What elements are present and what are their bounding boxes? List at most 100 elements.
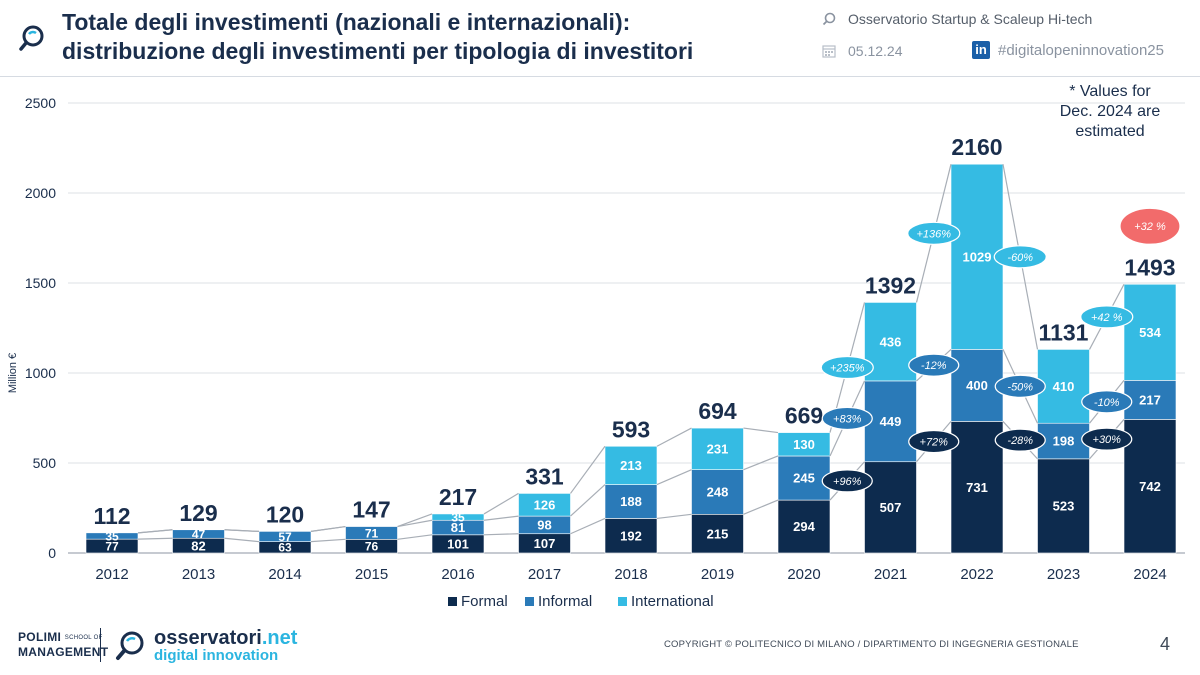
label-informal-2018: 188 bbox=[620, 494, 642, 509]
magnifier-logo-icon bbox=[19, 25, 44, 51]
footer: POLIMI SCHOOL OF MANAGEMENT osservatori.… bbox=[0, 620, 1200, 675]
connector-2014-2 bbox=[310, 525, 346, 532]
total-2018: 593 bbox=[612, 416, 650, 442]
label-international-2019: 231 bbox=[707, 442, 729, 457]
connector-2019-2 bbox=[743, 427, 779, 434]
label-international-2020: 130 bbox=[793, 437, 815, 452]
label-informal-2017: 98 bbox=[537, 518, 551, 533]
total-2021: 1392 bbox=[865, 272, 916, 298]
legend-label-informal: Informal bbox=[538, 593, 592, 610]
osservatori-logo-icon bbox=[116, 631, 144, 660]
y-tick-500: 500 bbox=[33, 455, 57, 471]
bar-informal-2013 bbox=[172, 529, 225, 539]
label-informal-2013: 47 bbox=[192, 527, 206, 541]
growth-label-2024-informal: -10% bbox=[1094, 397, 1120, 409]
total-2023: 1131 bbox=[1039, 319, 1089, 345]
connector-2015-2 bbox=[397, 513, 433, 528]
label-formal-2013: 82 bbox=[191, 538, 205, 553]
label-formal-2012: 77 bbox=[105, 539, 119, 553]
polimi-line-2: MANAGEMENT bbox=[18, 644, 109, 659]
date-value: 05.12.24 bbox=[848, 43, 903, 59]
label-informal-2016: 81 bbox=[451, 520, 465, 535]
connector-2019-1 bbox=[743, 455, 779, 471]
note-line-2: Dec. 2024 are bbox=[1059, 103, 1161, 120]
x-tick-2015: 2015 bbox=[355, 566, 388, 583]
connector-2018-2 bbox=[656, 427, 692, 447]
total-2013: 129 bbox=[179, 500, 217, 526]
bar-formal-2018 bbox=[604, 518, 658, 554]
bar-informal-2012 bbox=[85, 532, 139, 540]
x-tick-2016: 2016 bbox=[441, 566, 474, 583]
hashtag-value[interactable]: #digitalopeninnovation25 bbox=[998, 41, 1164, 59]
label-informal-2020: 245 bbox=[793, 471, 815, 486]
label-formal-2021: 507 bbox=[880, 500, 902, 515]
polimi-line-1: POLIMI bbox=[18, 630, 62, 644]
label-informal-2012: 35 bbox=[105, 529, 119, 543]
polimi-logo: POLIMI SCHOOL OF MANAGEMENT bbox=[18, 630, 108, 659]
x-tick-2012: 2012 bbox=[95, 566, 128, 583]
label-formal-2015: 76 bbox=[365, 539, 379, 553]
total-2017: 331 bbox=[525, 463, 564, 489]
bar-formal-2020 bbox=[777, 499, 831, 554]
growth-label-2021-informal: +83% bbox=[833, 413, 862, 425]
connector-2016-0 bbox=[483, 533, 519, 536]
x-tick-2013: 2013 bbox=[182, 566, 215, 583]
growth-label-2022-informal: -12% bbox=[921, 360, 947, 372]
bar-informal-2023 bbox=[1037, 422, 1090, 460]
growth-label-2022-international: +136% bbox=[916, 228, 951, 240]
label-informal-2019: 248 bbox=[707, 485, 729, 500]
title-line-2: distribuzione degli investimenti per tip… bbox=[62, 38, 694, 64]
bar-international-2023 bbox=[1037, 349, 1090, 424]
connector-2017-1 bbox=[570, 484, 606, 517]
label-informal-2023: 198 bbox=[1053, 434, 1075, 449]
connector-2017-0 bbox=[570, 517, 606, 535]
linkedin-icon: in bbox=[972, 41, 990, 59]
note-line-1: * Values for bbox=[1069, 83, 1151, 100]
label-formal-2016: 101 bbox=[447, 537, 469, 552]
label-international-2022: 1029 bbox=[963, 249, 992, 264]
label-formal-2024: 742 bbox=[1139, 479, 1161, 494]
header-divider bbox=[0, 76, 1200, 77]
connector-2016-1 bbox=[483, 515, 519, 521]
hashtag-label[interactable]: in #digitalopeninnovation25 bbox=[972, 41, 1164, 59]
total-2012: 112 bbox=[93, 503, 130, 529]
connector-2015-1 bbox=[397, 519, 433, 528]
bar-formal-2021 bbox=[864, 461, 917, 554]
label-international-2021: 436 bbox=[880, 334, 902, 349]
growth-label-2023-international: -60% bbox=[1007, 252, 1033, 264]
osv-domain: .net bbox=[261, 627, 298, 649]
growth-label-2021-international: +235% bbox=[830, 362, 865, 374]
bar-informal-2014 bbox=[258, 531, 312, 542]
growth-badge-2024-formal bbox=[1081, 427, 1133, 451]
connector-2019-0 bbox=[743, 499, 779, 515]
bar-international-2024 bbox=[1123, 283, 1177, 381]
connector-2014-0 bbox=[310, 538, 346, 543]
label-informal-2024: 217 bbox=[1139, 393, 1161, 408]
growth-badge-2024-informal bbox=[1081, 390, 1133, 414]
label-formal-2019: 215 bbox=[707, 526, 729, 541]
bar-formal-2023 bbox=[1037, 458, 1090, 554]
growth-label-2024-international: +42 % bbox=[1091, 312, 1123, 324]
label-informal-2014: 57 bbox=[278, 530, 292, 544]
bar-international-2020 bbox=[777, 432, 831, 457]
total-2022: 2160 bbox=[951, 134, 1002, 160]
connector-2015-0 bbox=[397, 534, 433, 540]
x-tick-2024: 2024 bbox=[1133, 566, 1166, 583]
bar-international-2016 bbox=[431, 513, 485, 521]
observatory-label: Osservatorio Startup & Scaleup Hi-tech bbox=[822, 11, 1092, 27]
y-tick-2500: 2500 bbox=[25, 95, 56, 111]
growth-label-2022-formal: +72% bbox=[920, 437, 949, 449]
title-line-1: Totale degli investimenti (nazionali e i… bbox=[62, 9, 631, 35]
bar-informal-2020 bbox=[777, 455, 831, 501]
label-international-2023: 410 bbox=[1053, 379, 1075, 394]
y-tick-1500: 1500 bbox=[25, 275, 56, 291]
growth-badge-2023-formal bbox=[994, 428, 1046, 452]
total-2015: 147 bbox=[352, 497, 390, 523]
connector-2018-1 bbox=[656, 469, 692, 486]
bar-international-2017 bbox=[518, 493, 571, 517]
growth-badge-2021-international bbox=[820, 355, 874, 380]
polimi-school: SCHOOL OF bbox=[64, 634, 103, 641]
growth-label-2021-formal: +96% bbox=[833, 476, 862, 488]
total-2024: 1493 bbox=[1124, 254, 1175, 280]
